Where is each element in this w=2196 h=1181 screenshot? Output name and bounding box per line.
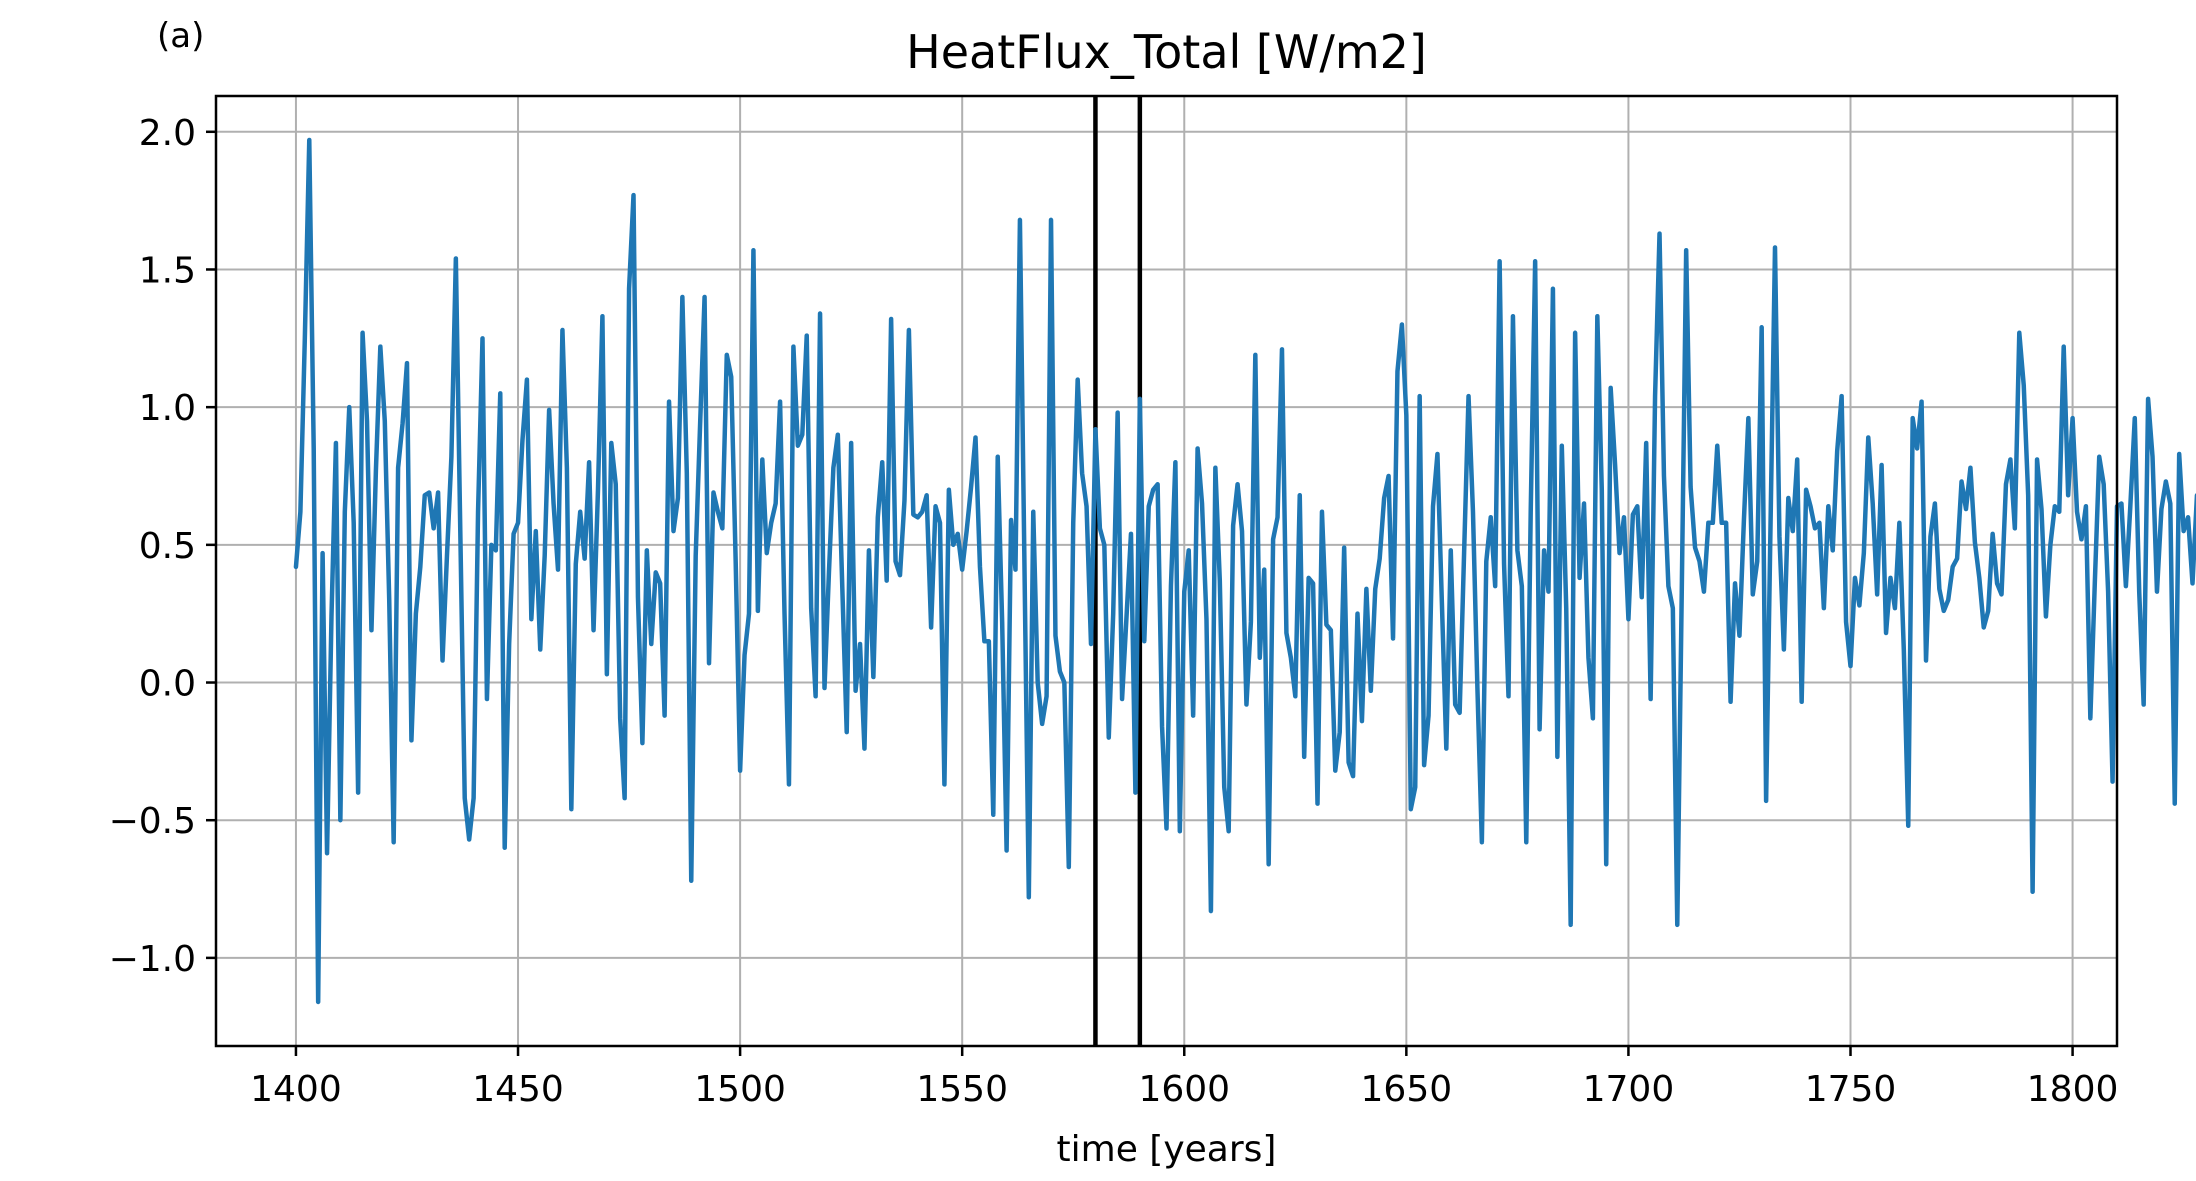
- y-tick-label: −0.5: [109, 801, 196, 842]
- x-tick-label: 1400: [250, 1069, 342, 1110]
- x-tick-label: 1550: [916, 1069, 1008, 1110]
- x-tick-label: 1450: [472, 1069, 564, 1110]
- x-tick-label: 1750: [1805, 1069, 1897, 1110]
- x-axis-title: time [years]: [1057, 1129, 1277, 1170]
- y-tick-label: 0.5: [139, 526, 196, 567]
- series-group: [293, 137, 2196, 1005]
- x-axis: 1400 1450 1500 1550 1600 1650 1700 1750 1800: [250, 1046, 2118, 1110]
- chart-title: HeatFlux_Total [W/m2]: [906, 25, 1427, 79]
- x-tick-label: 1500: [694, 1069, 786, 1110]
- y-tick-label: −1.0: [109, 939, 196, 980]
- y-tick-label: 1.5: [139, 250, 196, 291]
- panel-label: (a): [157, 16, 204, 56]
- x-tick-label: 1650: [1361, 1069, 1453, 1110]
- y-tick-label: 0.0: [139, 664, 196, 705]
- x-tick-label: 1600: [1138, 1069, 1230, 1110]
- y-tick-label: 1.0: [139, 388, 196, 429]
- y-axis: −1.0 −0.5 0.0 0.5 1.0 1.5 2.0: [109, 113, 216, 980]
- y-tick-label: 2.0: [139, 113, 196, 154]
- x-tick-label: 1700: [1583, 1069, 1675, 1110]
- plot-frame: [214, 94, 2119, 1048]
- x-tick-label: 1800: [2027, 1069, 2119, 1110]
- series-line-heatflux: [293, 137, 2196, 1005]
